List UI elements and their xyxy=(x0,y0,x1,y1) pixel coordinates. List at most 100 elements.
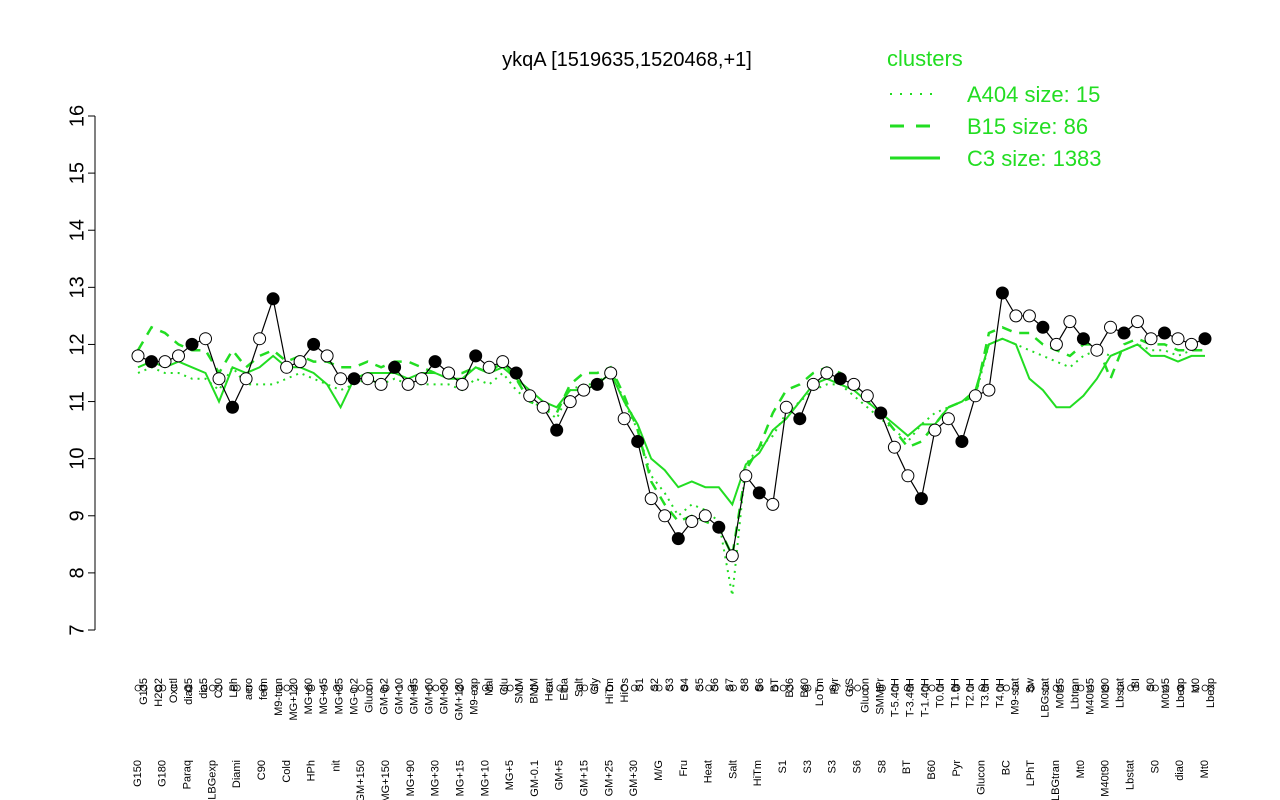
x-tick-mark xyxy=(1003,684,1010,692)
x-tick-mark xyxy=(892,684,899,692)
x-tick-label: Lbexp xyxy=(1205,678,1217,708)
legend-entry-c3: C3 size: 1383 xyxy=(967,146,1102,171)
x-tick-label: GM+120 xyxy=(454,678,466,721)
x-tick-label: Glucon xyxy=(859,678,871,713)
data-point xyxy=(1049,337,1063,351)
data-point xyxy=(455,377,469,391)
x-tick-mark xyxy=(1052,684,1060,692)
x-tick-mark xyxy=(779,684,787,692)
x-tick-mark xyxy=(804,684,812,692)
x-tick-mark xyxy=(922,684,929,692)
x-tick-label: MG+150 xyxy=(380,760,392,800)
x-tick-mark xyxy=(696,684,704,692)
x-tick-label: Glucon xyxy=(363,678,375,713)
y-tick-label: 13 xyxy=(66,276,88,298)
x-tick-label: T-3.40H xyxy=(904,678,916,717)
data-point xyxy=(806,377,820,391)
x-tick-label: Mt0 xyxy=(1075,760,1087,778)
data-point xyxy=(766,497,780,511)
x-tick-label: M/G xyxy=(653,760,665,781)
x-tick-label: BI xyxy=(1130,678,1142,688)
x-tick-label: BT xyxy=(901,760,913,774)
y-tick-label: 14 xyxy=(66,219,88,241)
data-point xyxy=(1158,326,1171,340)
x-tick-mark xyxy=(411,684,418,692)
x-tick-mark xyxy=(155,684,163,692)
x-tick-mark xyxy=(308,684,316,692)
x-tick-label: Gly xyxy=(589,678,601,695)
cluster-line xyxy=(137,337,1205,507)
x-tick-mark xyxy=(831,684,839,692)
x-tick-label: dia5 xyxy=(198,678,210,699)
x-tick-label: Pyr xyxy=(951,760,963,777)
x-tick-mark xyxy=(630,684,638,692)
y-tick-label: 10 xyxy=(66,448,88,470)
x-tick-mark xyxy=(1077,684,1085,692)
x-tick-label: S6 xyxy=(754,678,766,691)
x-tick-mark xyxy=(1147,684,1155,692)
x-tick-mark xyxy=(1087,684,1095,692)
data-point xyxy=(145,355,158,369)
x-tick-label: M40t45 xyxy=(1085,678,1097,715)
x-tick-label: S7 xyxy=(724,678,736,691)
x-tick-mark xyxy=(854,684,861,692)
x-tick-label: LBGexp xyxy=(206,760,218,800)
data-point xyxy=(199,332,212,346)
x-tick-mark xyxy=(258,684,266,692)
x-tick-label: Lbtran xyxy=(1070,678,1082,709)
x-tick-mark xyxy=(1132,684,1140,692)
data-point xyxy=(995,286,1009,300)
x-tick-mark xyxy=(756,684,764,692)
data-point xyxy=(185,337,199,351)
legend: clusters A404 size: 15 B15 size: 86 C3 s… xyxy=(887,46,1102,171)
x-tick-label: Glu xyxy=(499,678,511,695)
x-tick-mark xyxy=(967,684,974,692)
x-tick-mark xyxy=(531,684,539,692)
x-tick-mark xyxy=(655,684,663,692)
data-point xyxy=(698,509,712,523)
data-point xyxy=(793,412,807,426)
x-tick-mark xyxy=(937,684,944,692)
x-tick-label: M9-exp xyxy=(469,678,481,715)
data-point xyxy=(887,440,901,454)
data-point xyxy=(833,372,847,386)
x-tick-label: MG+90 xyxy=(405,760,417,796)
x-tick-label: LBGtran xyxy=(1050,760,1062,800)
y-axis: 7 8 9 10 11 12 13 14 15 16 xyxy=(66,105,96,636)
x-tick-mark xyxy=(1102,684,1110,692)
x-tick-label: S8 xyxy=(876,760,888,773)
x-tick-label: T-5.40H xyxy=(889,678,901,717)
data-point xyxy=(739,469,753,483)
data-point xyxy=(320,349,334,363)
x-tick-label: S0 xyxy=(1145,678,1157,691)
data-point xyxy=(509,366,523,380)
x-tick-label: G150 xyxy=(132,760,144,787)
x-tick-mark xyxy=(1176,684,1184,692)
x-tick-label: MG+60 xyxy=(303,678,315,714)
cluster-lines xyxy=(136,325,1205,596)
x-tick-mark xyxy=(357,684,365,692)
x-tick-label: Cold xyxy=(281,760,293,783)
x-tick-mark xyxy=(275,684,283,692)
x-tick-label: GM+150 xyxy=(355,760,367,800)
data-point xyxy=(388,360,402,374)
x-tick-label: Diami xyxy=(231,760,243,788)
x-tick-label: HPh xyxy=(306,760,318,781)
x-tick-label: BT xyxy=(769,678,781,692)
data-point xyxy=(1104,320,1117,334)
x-tick-label: S3 xyxy=(664,678,676,691)
x-tick-mark xyxy=(233,684,241,692)
x-tick-label: G135 xyxy=(138,678,150,705)
x-tick-mark xyxy=(350,684,358,692)
x-tick-mark xyxy=(666,684,674,692)
x-tick-mark xyxy=(730,684,737,692)
data-point xyxy=(469,349,483,363)
data-point xyxy=(725,549,739,563)
x-tick-mark xyxy=(953,684,961,692)
x-tick-label: S2 xyxy=(649,678,661,691)
x-tick-label: GM+5 xyxy=(554,760,566,790)
x-tick-mark xyxy=(829,684,837,692)
x-tick-mark xyxy=(382,684,390,692)
x-tick-label: Glucon xyxy=(976,760,988,795)
